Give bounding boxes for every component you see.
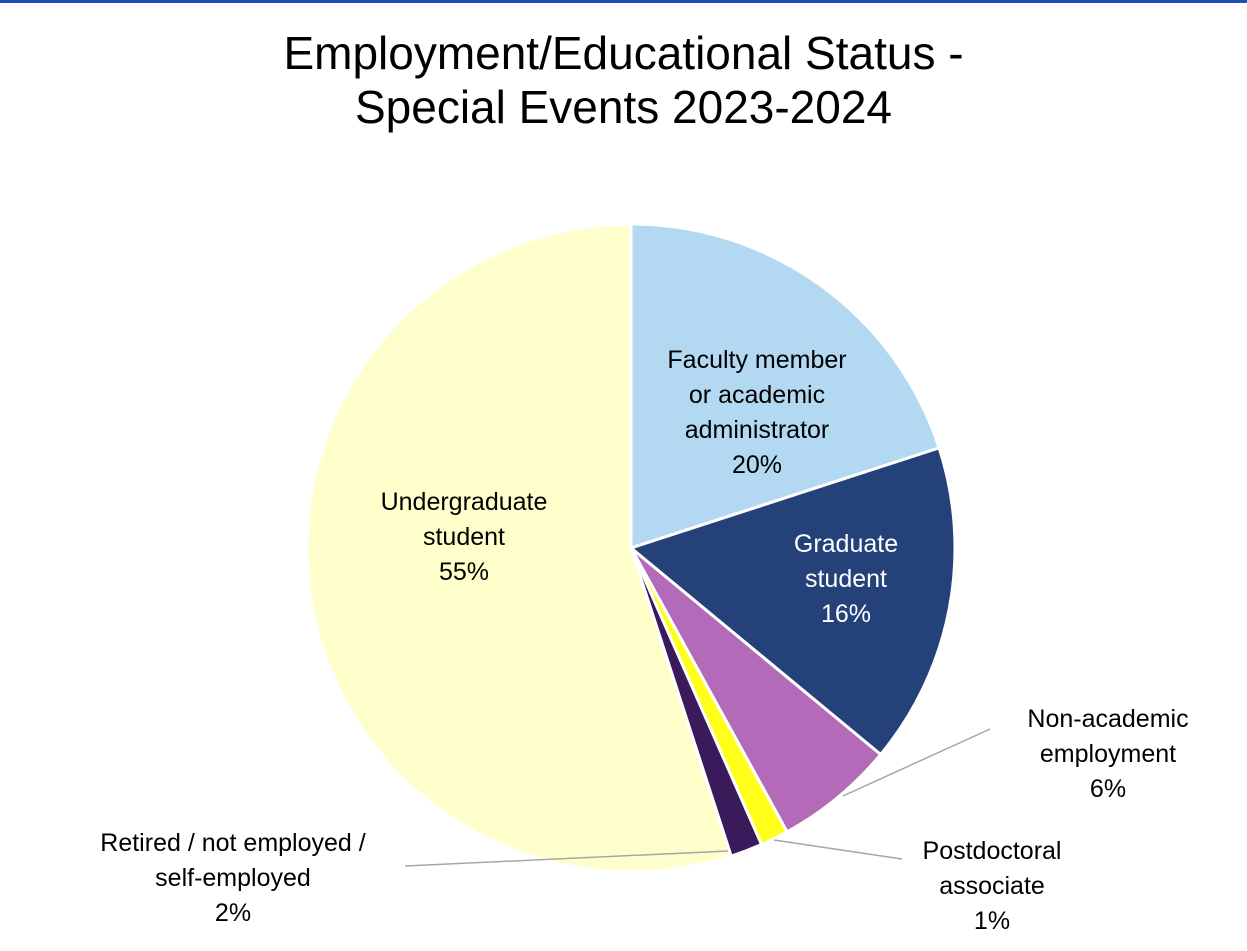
slice-value-label: 1% (974, 907, 1010, 935)
slice-label-faculty: Faculty member or academic administrator 20… (667, 346, 846, 479)
chart-title-line: Special Events 2023-2024 (354, 81, 893, 133)
pie-slice-non-academic (629, 546, 883, 834)
pie-slice-graduate (629, 446, 957, 757)
slice-name-line: associate (939, 872, 1045, 900)
slice-label-non-academic: Non-academic employment 6% (1027, 705, 1188, 803)
slice-label-undergraduate: Undergraduate student 55% (381, 488, 548, 586)
slice-name-line: Graduate (794, 530, 898, 558)
slice-name-line: or academic (689, 381, 825, 409)
leader-line-non-academic (842, 728, 991, 797)
slice-value-label: 6% (1090, 775, 1126, 803)
leader-line-postdoctoral (773, 839, 903, 860)
slice-label-graduate: Graduate student 16% (794, 530, 898, 628)
slice-name-line: Undergraduate (381, 488, 548, 516)
slice-label-retired: Retired / not employed / self-employed 2% (100, 829, 365, 927)
pie-slice-undergraduate (305, 222, 733, 874)
leader-line-retired (404, 850, 729, 867)
slice-name-line: Non-academic (1027, 705, 1188, 733)
slice-name-line: administrator (685, 416, 830, 444)
slice-name-line: student (805, 565, 887, 593)
top-border (0, 0, 1247, 3)
slice-name-line: Postdoctoral (923, 837, 1062, 865)
slice-value-label: 55% (439, 558, 489, 586)
chart-title-line: Employment/Educational Status - (283, 27, 964, 79)
slice-name-line: self-employed (155, 864, 311, 892)
slice-value-label: 2% (215, 899, 251, 927)
slice-value-label: 20% (732, 451, 782, 479)
slice-label-postdoctoral: Postdoctoral associate 1% (923, 837, 1062, 935)
slice-name-line: Retired / not employed / (100, 829, 365, 857)
slice-value-label: 16% (821, 600, 871, 628)
pie-slice-faculty (629, 222, 941, 550)
slice-name-line: student (423, 523, 505, 551)
chart-title: Employment/Educational Status - Special … (0, 26, 1247, 134)
slice-name-line: employment (1040, 740, 1176, 768)
slice-name-line: Faculty member (667, 346, 846, 374)
